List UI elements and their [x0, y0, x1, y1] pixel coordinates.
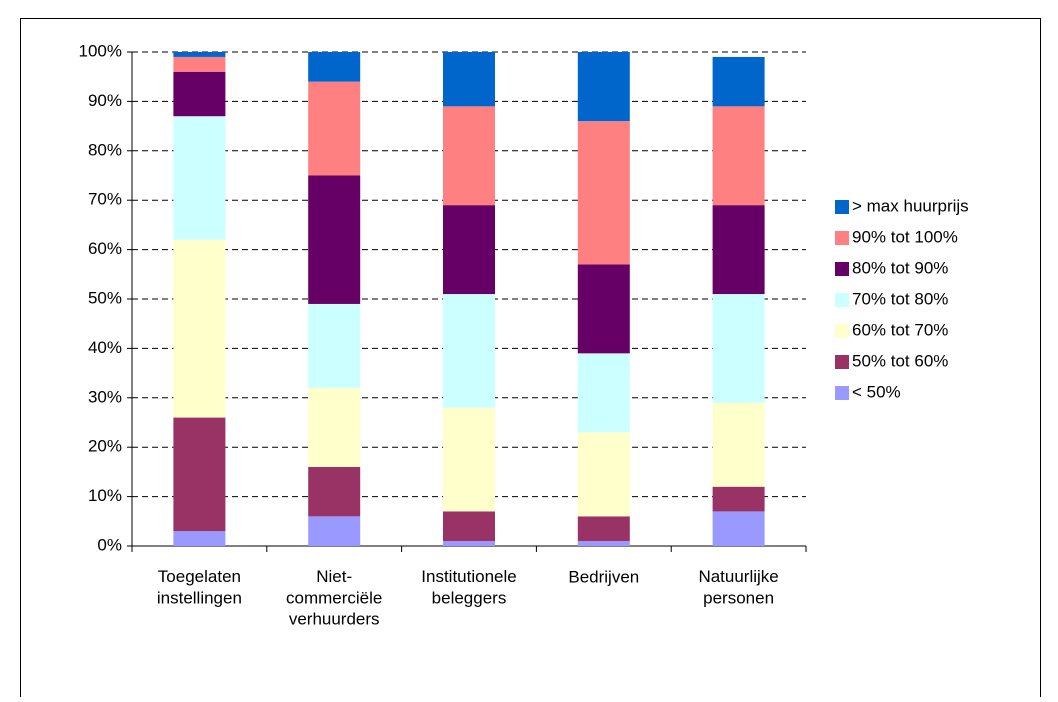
y-tick-label: 0%	[97, 535, 122, 554]
bar-segment	[173, 239, 226, 418]
bar-segment	[712, 511, 765, 546]
bar-segment	[712, 486, 765, 512]
bar-segment	[308, 516, 361, 546]
bar-segment	[443, 52, 495, 107]
legend-label: < 50%	[852, 382, 901, 401]
legend-swatch	[835, 293, 849, 307]
legend-swatch	[835, 355, 849, 369]
y-tick-label: 80%	[88, 140, 122, 159]
legend-swatch	[835, 324, 849, 338]
bar-segment	[443, 511, 495, 542]
bar-segment	[712, 402, 765, 487]
y-tick-label: 50%	[88, 288, 122, 307]
legend-swatch	[835, 231, 849, 245]
bar-segment	[308, 175, 361, 304]
bar-segment	[443, 106, 495, 206]
bar-segment	[577, 52, 630, 122]
legend-swatch	[835, 200, 849, 214]
legend-label: > max huurprijs	[852, 196, 969, 215]
bar-segment	[712, 106, 765, 206]
legend-label: 50% tot 60%	[852, 351, 948, 370]
x-tick-label: Natuurlijke personen	[698, 567, 778, 607]
bar-segment	[173, 116, 226, 240]
bar-segment	[173, 71, 226, 117]
y-tick-label: 60%	[88, 239, 122, 258]
y-tick-label: 20%	[88, 437, 122, 456]
legend-label: 60% tot 70%	[852, 320, 948, 339]
bar-segment	[443, 541, 495, 546]
bar-segment	[577, 121, 630, 265]
legend-label: 70% tot 80%	[852, 289, 948, 308]
bar-segment	[712, 56, 765, 107]
x-tick-label: Bedrijven	[568, 567, 639, 586]
bar-segment	[173, 56, 226, 72]
bar-segment	[443, 205, 495, 295]
y-tick-label: 30%	[88, 387, 122, 406]
x-tick-label: Institutionele beleggers	[421, 567, 516, 607]
bar-segment	[173, 531, 226, 546]
bar-segment	[577, 541, 630, 546]
bar-segment	[712, 294, 765, 403]
legend-swatch	[835, 262, 849, 276]
bar-segment	[308, 81, 361, 176]
bar-segment	[173, 52, 226, 57]
bar-segment	[173, 417, 226, 532]
y-tick-label: 10%	[88, 486, 122, 505]
bar-segment	[577, 264, 630, 354]
bar-segment	[577, 353, 630, 433]
y-tick-label: 100%	[79, 41, 122, 60]
bar-segment	[308, 387, 361, 467]
y-tick-label: 70%	[88, 190, 122, 209]
bar-segment	[443, 407, 495, 512]
legend-label: 90% tot 100%	[852, 227, 958, 246]
y-tick-label: 90%	[88, 91, 122, 110]
bar-segment	[577, 432, 630, 517]
bar-segment	[712, 205, 765, 295]
x-tick-label: Toegelaten instellingen	[157, 567, 242, 607]
bar-segment	[308, 52, 361, 82]
y-tick-label: 40%	[88, 338, 122, 357]
bar-segment	[577, 516, 630, 542]
chart-border	[20, 18, 1041, 702]
legend-label: 80% tot 90%	[852, 258, 948, 277]
bar-segment	[443, 294, 495, 408]
x-tick-label: Niet-commerciële verhuurders	[286, 567, 382, 629]
bar-segment	[308, 466, 361, 517]
legend-swatch	[835, 386, 849, 400]
bar-segment	[308, 303, 361, 388]
